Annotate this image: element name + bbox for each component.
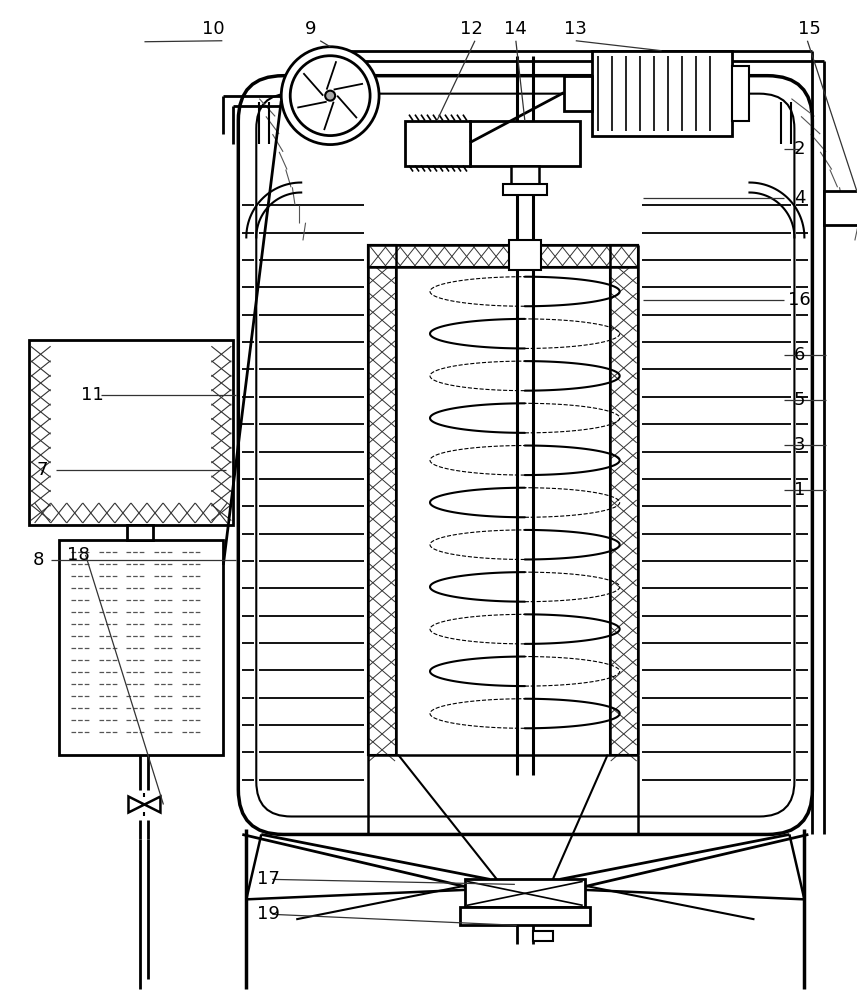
Bar	[503, 184, 547, 195]
Bar	[533, 931, 553, 941]
Bar	[368, 245, 396, 755]
Text: 3: 3	[794, 436, 805, 454]
Bar	[564, 76, 592, 111]
Text: 4: 4	[794, 189, 805, 207]
Bar	[509, 240, 541, 270]
Text: 13: 13	[565, 20, 587, 38]
Text: 19: 19	[257, 905, 280, 923]
FancyBboxPatch shape	[257, 94, 795, 816]
Text: 12: 12	[461, 20, 483, 38]
Bar	[470, 121, 580, 166]
Polygon shape	[129, 797, 160, 812]
Bar	[511, 166, 539, 184]
Bar	[368, 245, 637, 267]
Circle shape	[281, 47, 379, 145]
Text: 2: 2	[794, 140, 805, 158]
Bar	[732, 66, 750, 121]
Bar	[460, 907, 589, 925]
Text: 17: 17	[257, 870, 280, 888]
Text: 9: 9	[305, 20, 316, 38]
Bar	[825, 191, 858, 225]
Bar	[58, 540, 223, 755]
Bar	[28, 340, 233, 525]
Bar	[128, 525, 154, 540]
Bar	[405, 121, 470, 166]
Text: 6: 6	[794, 346, 805, 364]
Text: 14: 14	[505, 20, 528, 38]
Bar	[610, 245, 637, 755]
Text: 18: 18	[67, 546, 90, 564]
Text: 7: 7	[37, 461, 48, 479]
Bar	[465, 879, 585, 907]
FancyBboxPatch shape	[239, 76, 813, 834]
Text: 16: 16	[788, 291, 811, 309]
Bar	[592, 51, 732, 136]
Text: 10: 10	[202, 20, 225, 38]
Circle shape	[325, 91, 335, 101]
Text: 11: 11	[82, 386, 104, 404]
Text: 8: 8	[33, 551, 45, 569]
Text: 1: 1	[794, 481, 805, 499]
Text: 15: 15	[798, 20, 821, 38]
Circle shape	[290, 56, 370, 136]
Text: 5: 5	[794, 391, 805, 409]
